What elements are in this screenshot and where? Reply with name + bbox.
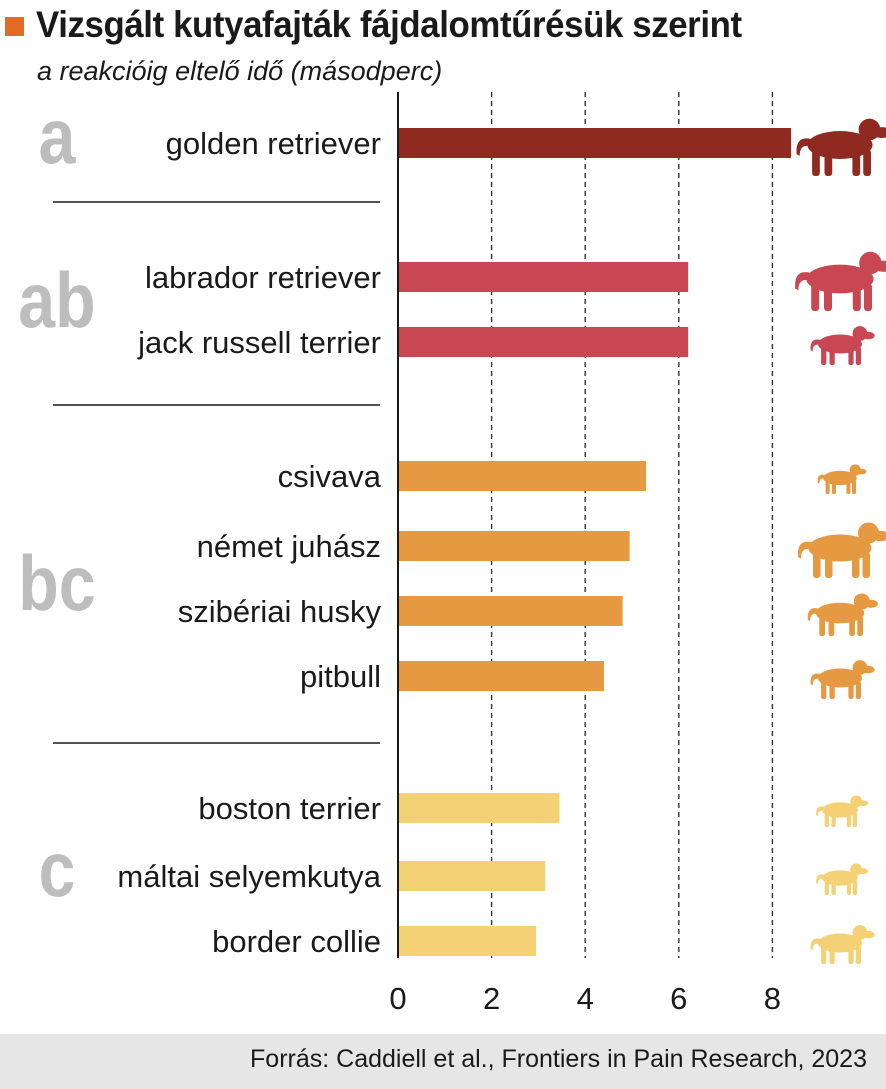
category-label: szibériai husky [178, 594, 382, 629]
chihuahua-silhouette-icon [817, 464, 867, 494]
chart-title: Vizsgált kutyafajták fájdalomtűrésük sze… [36, 4, 742, 45]
category-label: jack russell terrier [137, 325, 381, 360]
x-tick-label: 0 [389, 981, 406, 1016]
labrador-silhouette-icon [795, 251, 886, 311]
x-tick-label: 4 [577, 981, 594, 1016]
bar-máltai-selyemkutya [398, 861, 546, 891]
category-label: máltai selyemkutya [117, 859, 381, 894]
bar-chart: a ab bc c golden retriever labrador retriever… [18, 92, 886, 1016]
group-label-a: a [39, 93, 77, 180]
husky-silhouette-icon [807, 593, 878, 636]
border-collie-silhouette-icon [810, 925, 875, 964]
group-label-c: c [39, 826, 76, 913]
category-label: boston terrier [198, 791, 381, 826]
title-marker [5, 17, 24, 36]
category-label: labrador retriever [145, 260, 381, 295]
category-label: német juhász [197, 529, 381, 564]
german-shepherd-silhouette-icon [797, 522, 886, 578]
jack-russell-silhouette-icon [810, 326, 875, 365]
bar-pitbull [398, 661, 604, 691]
group-label-ab: ab [18, 257, 95, 344]
bar-labrador-retriever [398, 262, 689, 292]
chart-subtitle: a reakcióig eltelő idő (másodperc) [37, 56, 443, 86]
source-footer: Forrás: Caddiell et al., Frontiers in Pa… [0, 1034, 886, 1089]
golden-retriever-silhouette-icon [796, 118, 886, 176]
bar-csivava [398, 461, 647, 491]
x-tick-label: 8 [764, 981, 781, 1016]
boston-terrier-silhouette-icon [816, 795, 869, 827]
pitbull-silhouette-icon [810, 660, 875, 699]
bar-golden-retriever [398, 128, 792, 158]
bar-német-juhász [398, 531, 630, 561]
bar-border-collie [398, 926, 537, 956]
bar-szibériai-husky [398, 596, 623, 626]
category-label: golden retriever [166, 126, 381, 161]
maltese-silhouette-icon [816, 863, 869, 895]
x-tick-label: 6 [670, 981, 687, 1016]
category-label: border collie [212, 924, 381, 959]
chart-header: Vizsgált kutyafajták fájdalomtűrésük sze… [0, 0, 886, 100]
bar-boston-terrier [398, 793, 560, 823]
group-label-bc: bc [18, 540, 95, 627]
category-label: csivava [278, 459, 382, 494]
x-tick-label: 2 [483, 981, 500, 1016]
source-text: Forrás: Caddiell et al., Frontiers in Pa… [250, 1045, 867, 1073]
bar-jack-russell-terrier [398, 327, 689, 357]
category-label: pitbull [300, 659, 381, 694]
